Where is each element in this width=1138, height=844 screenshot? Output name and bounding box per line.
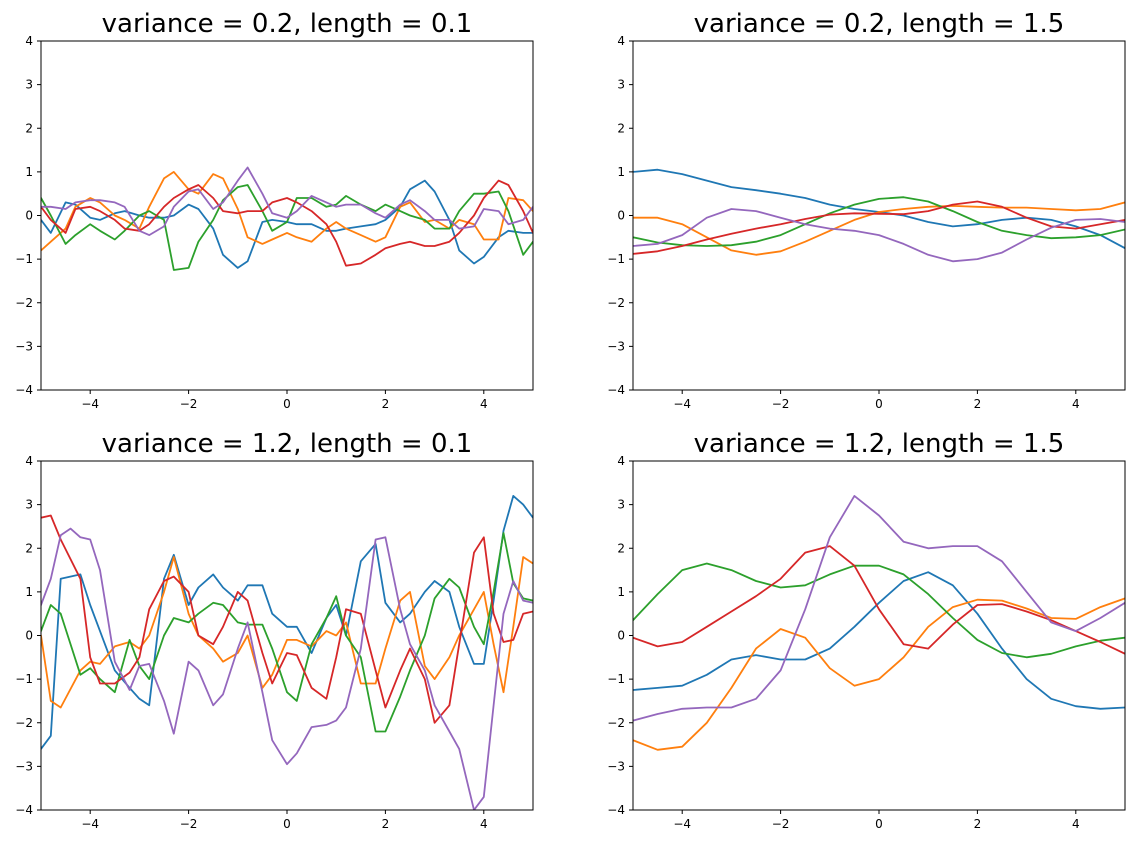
y-tick-label: −2 <box>607 716 625 730</box>
series-line-3 <box>633 196 1125 247</box>
series-line-4 <box>41 514 533 724</box>
series-line-1 <box>41 179 533 269</box>
x-tick-label: 0 <box>283 817 291 831</box>
series-line-5 <box>41 527 533 810</box>
x-tick-label: 2 <box>382 817 390 831</box>
x-tick-label: −4 <box>673 397 691 411</box>
series-line-5 <box>633 494 1125 722</box>
series-line-4 <box>41 179 533 267</box>
y-tick-label: −4 <box>607 803 625 817</box>
y-tick-label: 2 <box>25 121 33 135</box>
y-tick-label: 2 <box>617 541 625 555</box>
plot-area <box>633 168 1125 263</box>
x-tick-label: 4 <box>480 397 488 411</box>
y-tick-label: −3 <box>607 339 625 353</box>
x-tick-label: 0 <box>875 817 883 831</box>
x-tick-label: −4 <box>81 397 99 411</box>
y-tick-label: −3 <box>15 339 33 353</box>
y-tick-label: −1 <box>15 672 33 686</box>
x-tick-label: −2 <box>180 397 198 411</box>
subplot-title: variance = 1.2, length = 0.1 <box>102 429 473 459</box>
subplot-top-right: variance = 0.2, length = 1.5 −4 −2 0 2 4 −4 −3… <box>607 9 1126 411</box>
plot-area <box>41 494 533 810</box>
x-tick-label: 4 <box>480 817 488 831</box>
y-tick-label: −3 <box>607 759 625 773</box>
y-tick-label: −1 <box>15 252 33 266</box>
y-tick-label: 0 <box>617 209 625 223</box>
x-tick-label: −2 <box>772 817 790 831</box>
y-tick-label: 0 <box>617 629 625 643</box>
axes-frame <box>632 40 1126 391</box>
y-tick-label: −2 <box>15 296 33 310</box>
plot-area <box>41 166 533 271</box>
y-tick-label: −2 <box>607 296 625 310</box>
x-tick-label: −4 <box>81 817 99 831</box>
subplot-title: variance = 1.2, length = 1.5 <box>694 429 1065 459</box>
axes-frame <box>632 460 1126 811</box>
series-line-5 <box>633 208 1125 263</box>
x-tick-label: 4 <box>1072 397 1080 411</box>
x-tick-label: −2 <box>772 397 790 411</box>
subplot-top-left: variance = 0.2, length = 0.1 −4 −2 0 2 4 −4 −3… <box>15 9 534 411</box>
y-tick-label: −4 <box>15 803 33 817</box>
y-tick-label: 3 <box>25 78 33 92</box>
series-line-4 <box>633 545 1125 655</box>
y-tick-label: 1 <box>617 585 625 599</box>
y-tick-label: 4 <box>25 34 33 48</box>
series-line-3 <box>41 532 533 733</box>
series-line-2 <box>41 170 533 252</box>
x-tick-label: −4 <box>673 817 691 831</box>
subplot-bottom-left: variance = 1.2, length = 0.1 −4 −2 0 2 4 −4 −3… <box>15 429 534 831</box>
y-tick-label: −1 <box>607 672 625 686</box>
y-tick-label: −1 <box>607 252 625 266</box>
y-tick-label: 3 <box>617 78 625 92</box>
y-tick-label: 0 <box>25 629 33 643</box>
subplot-bottom-right: variance = 1.2, length = 1.5 −4 −2 0 2 4 −4 −3… <box>607 429 1126 831</box>
x-tick-label: 2 <box>974 397 982 411</box>
plot-area <box>633 494 1125 751</box>
y-tick-label: 3 <box>617 498 625 512</box>
y-tick-label: 1 <box>25 165 33 179</box>
series-line-5 <box>41 166 533 237</box>
x-tick-label: 0 <box>875 397 883 411</box>
y-tick-label: −4 <box>607 383 625 397</box>
y-tick-label: 3 <box>25 498 33 512</box>
y-tick-label: 1 <box>25 585 33 599</box>
y-tick-label: 4 <box>617 454 625 468</box>
series-line-2 <box>41 556 533 709</box>
y-tick-label: −3 <box>15 759 33 773</box>
x-tick-label: −2 <box>180 817 198 831</box>
y-tick-label: 4 <box>25 454 33 468</box>
y-tick-label: 2 <box>617 121 625 135</box>
series-line-3 <box>633 562 1125 659</box>
subplot-title: variance = 0.2, length = 0.1 <box>102 9 473 39</box>
y-tick-label: 4 <box>617 34 625 48</box>
subplot-title: variance = 0.2, length = 1.5 <box>694 9 1065 39</box>
y-tick-label: 2 <box>25 541 33 555</box>
y-tick-label: −2 <box>15 716 33 730</box>
y-tick-label: 1 <box>617 165 625 179</box>
x-tick-label: 2 <box>382 397 390 411</box>
series-line-2 <box>633 597 1125 751</box>
y-tick-label: 0 <box>25 209 33 223</box>
series-line-1 <box>633 571 1125 710</box>
x-tick-label: 2 <box>974 817 982 831</box>
series-line-1 <box>41 494 533 750</box>
series-line-4 <box>633 200 1125 255</box>
series-line-2 <box>633 201 1125 256</box>
y-tick-label: −4 <box>15 383 33 397</box>
x-tick-label: 4 <box>1072 817 1080 831</box>
x-tick-label: 0 <box>283 397 291 411</box>
